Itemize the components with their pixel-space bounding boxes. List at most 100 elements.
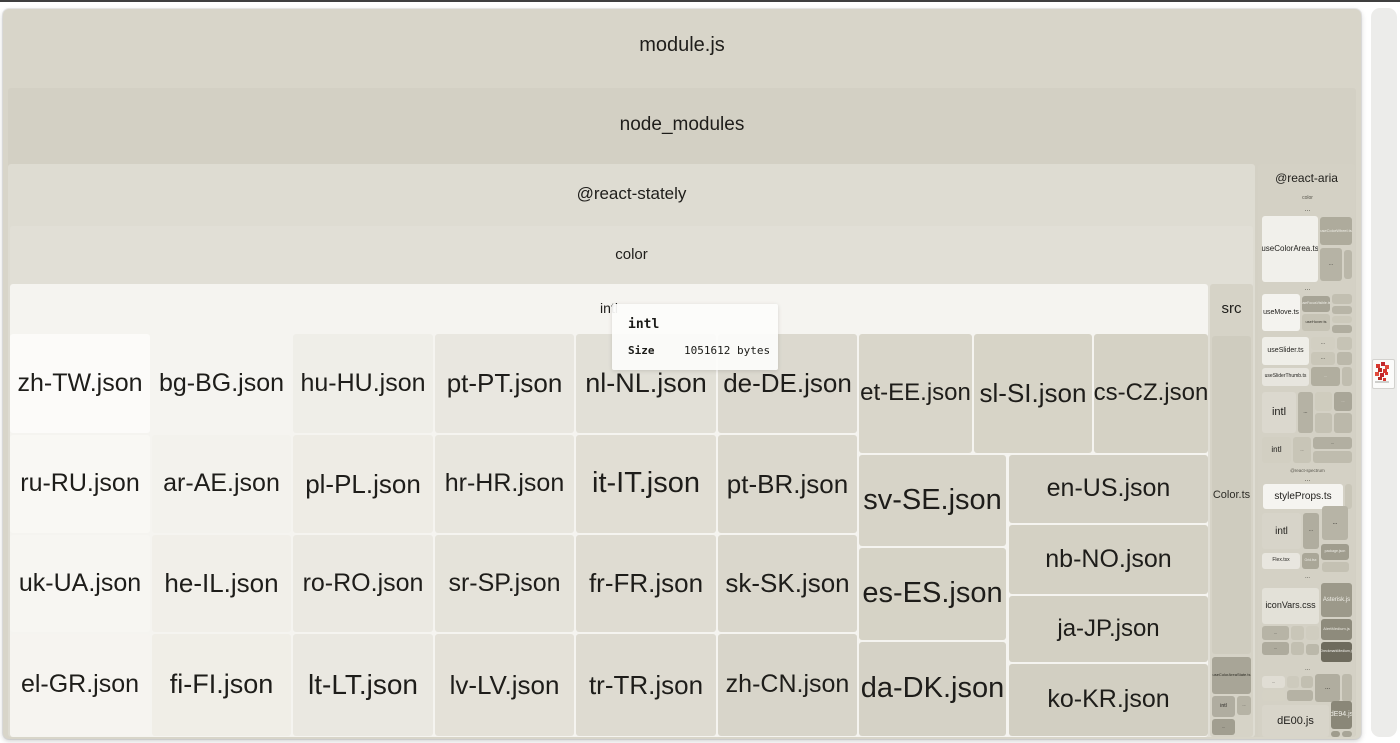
cell-zh-tw-json[interactable]: zh-TW.json [10, 334, 150, 433]
cell-sv-se-json[interactable]: sv-SE.json [859, 455, 1006, 546]
aria-small-c1[interactable] [1332, 294, 1352, 304]
aria-small-k1[interactable]: ... [1262, 626, 1289, 640]
cell-es-es-json[interactable]: es-ES.json [859, 548, 1006, 640]
cell-src-small-1[interactable]: ... [1237, 696, 1251, 715]
aria-small-n2[interactable] [1342, 731, 1352, 737]
aria-small-e1[interactable]: ... [1311, 367, 1340, 386]
cell-de-de-json[interactable]: de-DE.json [718, 334, 857, 433]
cell-cs-cz-json[interactable]: cs-CZ.json [1094, 334, 1208, 453]
cell-aria-intl-3[interactable]: intl [1262, 513, 1301, 549]
cell-aria-intl-1[interactable]: intl [1262, 392, 1296, 433]
aria-small-g3[interactable] [1313, 451, 1352, 463]
aria-small-f4[interactable] [1315, 413, 1332, 433]
cell-usefocusvisible-ts[interactable]: useFocusVisible.ts [1302, 296, 1330, 312]
cell-fi-fi-json[interactable]: fi-FI.json [152, 634, 291, 736]
aria-small-m1[interactable]: ... [1315, 674, 1340, 702]
cell-nb-no-json[interactable]: nb-NO.json [1009, 525, 1208, 594]
cell-el-gr-json[interactable]: el-GR.json [10, 634, 150, 736]
aria-small-l2[interactable] [1287, 676, 1299, 688]
aria-small-i2[interactable]: ... [1322, 506, 1348, 540]
cell-de94-js[interactable]: dE94.js [1331, 701, 1352, 729]
cell-pl-pl-json[interactable]: pl-PL.json [293, 435, 433, 533]
aria-small-k2[interactable] [1291, 626, 1304, 640]
aria-small-k4[interactable]: ... [1262, 642, 1289, 655]
cell-ko-kr-json[interactable]: ko-KR.json [1009, 664, 1208, 736]
cell-ro-ro-json[interactable]: ro-RO.json [293, 535, 433, 632]
cell-src-intl[interactable]: intl [1212, 696, 1235, 717]
cell-alertmedium-js[interactable]: AlertMedium.js [1321, 619, 1352, 640]
cell-pt-pt-json[interactable]: pt-PT.json [435, 334, 574, 433]
aria-small-l3[interactable] [1301, 676, 1313, 688]
aria-small-c2[interactable] [1332, 306, 1352, 314]
aria-small-h1[interactable] [1345, 484, 1352, 509]
aria-small-b2[interactable] [1344, 250, 1352, 279]
cell-package-json[interactable]: package.json [1321, 544, 1349, 560]
cell-grid-tsx[interactable]: Grid.tsx [1302, 553, 1319, 569]
aria-small-f3[interactable]: ... [1334, 392, 1352, 411]
aria-small-d4[interactable] [1337, 352, 1352, 365]
aria-small-g2[interactable]: ... [1313, 437, 1352, 449]
cell-sl-si-json[interactable]: sl-SI.json [974, 334, 1092, 453]
cell-usecolorarea-ts[interactable]: useColorArea.ts [1262, 216, 1318, 282]
aria-small-k3[interactable] [1306, 626, 1319, 640]
aria-small-l1[interactable]: ... [1262, 676, 1285, 688]
aria-small-f5[interactable] [1334, 413, 1352, 433]
cell-de00-js[interactable]: dE00.js [1262, 705, 1329, 737]
aria-small-i1[interactable]: ... [1303, 513, 1319, 549]
cell-tr-tr-json[interactable]: tr-TR.json [576, 634, 716, 736]
cell-sr-sp-json[interactable]: sr-SP.json [435, 535, 574, 632]
cell-ja-jp-json[interactable]: ja-JP.json [1009, 596, 1208, 662]
cell-usehover-ts[interactable]: useHover.ts [1302, 314, 1330, 331]
cell-iconvars-css[interactable]: iconVars.css [1262, 588, 1319, 624]
cell-checkmarkmedium-js[interactable]: CheckmarkMedium.js [1321, 642, 1352, 662]
cell-pt-br-json[interactable]: pt-BR.json [718, 435, 857, 533]
cell-nl-nl-json[interactable]: nl-NL.json [576, 334, 716, 433]
cell-da-dk-json[interactable]: da-DK.json [859, 642, 1006, 736]
aria-small-d1[interactable]: ... [1311, 337, 1335, 350]
aria-small-d3[interactable]: ... [1311, 352, 1335, 365]
aria-small-f1[interactable]: ... [1298, 392, 1313, 433]
cell-ar-ae-json[interactable]: ar-AE.json [152, 435, 291, 533]
aria-small-c3[interactable] [1332, 316, 1352, 323]
aria-ellipsis-1-label: ... [1304, 206, 1311, 214]
aria-small-g1[interactable]: ... [1293, 437, 1311, 463]
cell-uk-ua-json[interactable]: uk-UA.json [10, 535, 150, 632]
aria-small-m2[interactable] [1342, 674, 1352, 702]
cell-useslider-ts[interactable]: useSlider.ts [1262, 337, 1309, 365]
aria-ellipsis-2-label: ... [1304, 284, 1311, 292]
aria-small-k5[interactable] [1291, 642, 1304, 655]
aria-small-l5[interactable] [1287, 690, 1313, 701]
cell-src-small-2[interactable]: ... [1212, 719, 1235, 735]
aria-small-c4[interactable] [1332, 325, 1352, 333]
aria-small-k6[interactable] [1306, 644, 1319, 655]
cell-zh-cn-json[interactable]: zh-CN.json [718, 634, 857, 736]
cell-sk-sk-json[interactable]: sk-SK.json [718, 535, 857, 632]
cell-bg-bg-json[interactable]: bg-BG.json [152, 334, 291, 433]
aria-small-j1[interactable] [1322, 562, 1349, 572]
cell-color-ts[interactable]: Color.ts [1212, 336, 1251, 654]
cell-styleprops-ts[interactable]: styleProps.ts [1263, 484, 1343, 509]
cell-he-il-json[interactable]: he-IL.json [152, 535, 291, 632]
aria-small-d2[interactable] [1337, 337, 1352, 350]
aria-small-b1[interactable]: ... [1320, 248, 1342, 281]
cell-flex-tsx[interactable]: Flex.tsx [1262, 553, 1300, 569]
cell-asterisk-js[interactable]: Asterisk.js [1321, 583, 1352, 617]
aria-small-f2[interactable] [1315, 392, 1332, 411]
cell-en-us-json[interactable]: en-US.json [1009, 455, 1208, 523]
cell-ru-ru-json[interactable]: ru-RU.json [10, 435, 150, 533]
cell-fr-fr-json[interactable]: fr-FR.json [576, 535, 716, 632]
aria-small-l4[interactable] [1262, 690, 1285, 701]
cell-hu-hu-json[interactable]: hu-HU.json [293, 334, 433, 433]
cell-it-it-json[interactable]: it-IT.json [576, 435, 716, 533]
cell-et-ee-json[interactable]: et-EE.json [859, 334, 972, 453]
cell-aria-intl-2[interactable]: intl [1262, 437, 1291, 463]
aria-small-e2[interactable] [1342, 367, 1352, 386]
cell-hr-hr-json[interactable]: hr-HR.json [435, 435, 574, 533]
cell-lv-lv-json[interactable]: lv-LV.json [435, 634, 574, 736]
cell-usecolorareastate-ts[interactable]: useColorAreaState.ts [1212, 657, 1251, 694]
cell-usesliderthumb-ts[interactable]: useSliderThumb.ts [1262, 368, 1309, 386]
cell-usemove-ts[interactable]: useMove.ts [1262, 294, 1300, 331]
cell-usecolorwheel-ts[interactable]: useColorWheel.ts [1320, 217, 1352, 245]
cell-lt-lt-json[interactable]: lt-LT.json [293, 634, 433, 736]
aria-small-n1[interactable] [1331, 731, 1340, 737]
